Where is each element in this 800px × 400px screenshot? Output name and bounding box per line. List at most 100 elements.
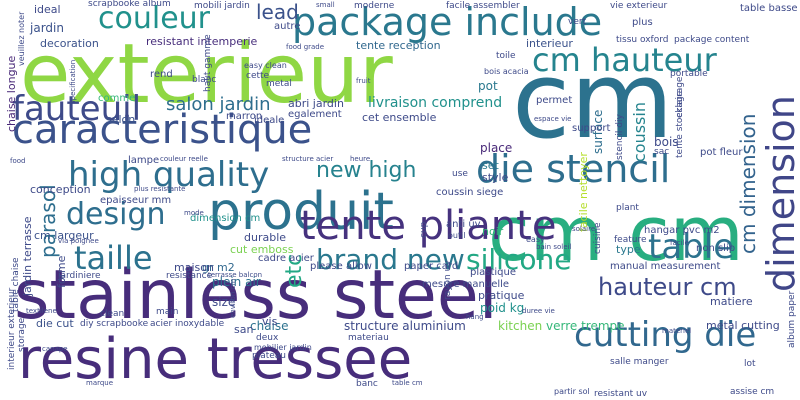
word-moderne: moderne [354, 1, 395, 11]
word-bois: bois [654, 135, 679, 149]
word-plus-resistante: plus resistante [134, 185, 186, 193]
word-salon-jardin: salon jardin [166, 94, 271, 115]
word-table: table [648, 227, 735, 267]
word-cutting-die: cutting die [574, 315, 757, 355]
word-cm-dimension: cm dimension [736, 113, 760, 254]
word-rayon-uv: rayon uv [443, 260, 453, 300]
word-via-poignee: via poignee [58, 237, 99, 245]
word-bain-soleil: bain soleil [536, 243, 572, 251]
word-kitchen: kitchen [498, 319, 543, 333]
word-pot: pot [478, 79, 498, 93]
word-lampe: lampe [128, 155, 160, 166]
word-easy: easy [526, 235, 545, 244]
word-deux: deux [256, 333, 279, 343]
word-design: design [66, 197, 166, 232]
word-cm-hauteur: cm hauteur [532, 41, 717, 79]
word-style: style [482, 171, 509, 184]
word-jardin: jardin [30, 21, 64, 35]
word-cm-largeur: cm largeur [34, 229, 94, 242]
word-paper-card: paper card [404, 261, 459, 272]
word-cut-emboss: cut emboss [230, 243, 294, 256]
word-terrasse-balcon: terrasse balcon [208, 271, 263, 279]
word-coussin: coussin [630, 102, 649, 162]
word-hang: hang [466, 313, 484, 321]
word-cm-cm: cm cm [488, 189, 744, 278]
word-lead: lead [256, 0, 299, 24]
word-tissu-oxford: tissu oxford [616, 35, 669, 45]
word-jardin-terrasse: jardin terrasse [21, 216, 34, 296]
word-mode: mode [184, 209, 204, 217]
word-type: type [616, 243, 641, 256]
word-portable: portable [670, 69, 708, 79]
word-tente-pliante: tente pliante [300, 203, 557, 249]
word-acier-inoxydable: acier inoxydable [150, 319, 225, 329]
word-small: small [316, 1, 335, 9]
word-decoration: decoration [40, 37, 99, 50]
word-lot: lot [744, 359, 756, 369]
word-coussin-siege: coussin siege [436, 187, 504, 198]
word-marron: marron [226, 111, 263, 122]
word-solaire: solaire [572, 225, 596, 233]
word-rend: rend [150, 69, 173, 80]
word-cet-ensemble: cet ensemble [362, 111, 437, 124]
word-matiere: matiere [710, 295, 753, 308]
word-partir-sol: partir sol [554, 387, 590, 396]
word-livraison-comprend: livraison comprend [368, 95, 503, 111]
word-blanc: blanc [192, 75, 217, 85]
word-facile: facile [670, 239, 689, 247]
word-cuisine: cuisine [593, 222, 603, 254]
word-interieur-exterieur: interieur exterieur [7, 287, 17, 370]
word-pratique: pratique [478, 289, 525, 302]
word-mobili-jardin: mobili jardin [194, 1, 250, 11]
word-heure: heure [350, 155, 371, 163]
word-stencil-diy: stencil diy [615, 114, 625, 160]
word-maison: maison [174, 261, 214, 274]
word-resistant-uv: resistant uv [594, 389, 648, 399]
word-support: support [572, 123, 611, 134]
word-high-quality: high quality [68, 155, 270, 195]
word-package-content: package content [674, 35, 750, 45]
word-espace-vie: espace vie [534, 115, 572, 123]
word-storage: storage [17, 317, 27, 352]
word-vie-exterieur: vie exterieur [610, 1, 668, 11]
word-facile-nettoyer: facile nettoyer [577, 152, 590, 232]
word-cadre-acier: cadre acier [258, 253, 314, 264]
word-egalement: egalement [288, 109, 342, 120]
word-facile-assembler: facile assembler [446, 1, 520, 11]
word-interieur: interieur [526, 37, 573, 50]
word-place: place [480, 141, 513, 155]
word-poid-kg: poid kg [480, 301, 525, 315]
word-durable: durable [244, 231, 287, 244]
word-plastique: plastique [470, 267, 517, 278]
word-couleur-reelle: couleur reelle [160, 155, 208, 163]
word-resistant-intemperie: resistant intemperie [146, 35, 258, 48]
word-specification: specification [69, 59, 77, 104]
word-salle-manger: salle manger [610, 357, 669, 367]
word-epaisseur-mm: epaisseur mm [100, 195, 172, 206]
word-dimension: dimension [759, 95, 800, 292]
word-manual-measurement: manual measurement [610, 261, 721, 272]
word-toile: toile [496, 51, 516, 61]
word-metal-cutting: metal cutting [706, 319, 780, 332]
word-ideal: ideal [34, 3, 61, 16]
word-die-stencil: die stencil [476, 147, 671, 191]
word-resistance: resistance [166, 271, 213, 281]
word-dimension-cm: dimension cm [190, 213, 261, 224]
word-hangar-pvc-m2: hangar pvc m2 [644, 225, 720, 236]
word-ideale: ideale [254, 115, 285, 126]
word-veuillez-noter: veuillez noter [17, 11, 26, 66]
word-vis: vis [262, 315, 278, 328]
word-banc: banc [356, 379, 378, 389]
word-package-include: package include [292, 0, 603, 44]
word-main: main [156, 307, 179, 317]
word-plateau: plateau [252, 351, 287, 361]
word-structure-acier: structure acier [282, 155, 334, 163]
word-fruit: fruit [356, 77, 371, 85]
word-anti-uv: anti uv [446, 219, 481, 230]
word-haut-gamme: haut gamme [203, 34, 213, 92]
word-food-grade: food grade [286, 43, 325, 51]
word-chaise-longue: chaise longue [5, 55, 18, 132]
word-hauteur-cm: hauteur cm [598, 273, 737, 301]
word-brand-new: brand new [316, 243, 465, 276]
word-sac: sac [654, 147, 670, 157]
